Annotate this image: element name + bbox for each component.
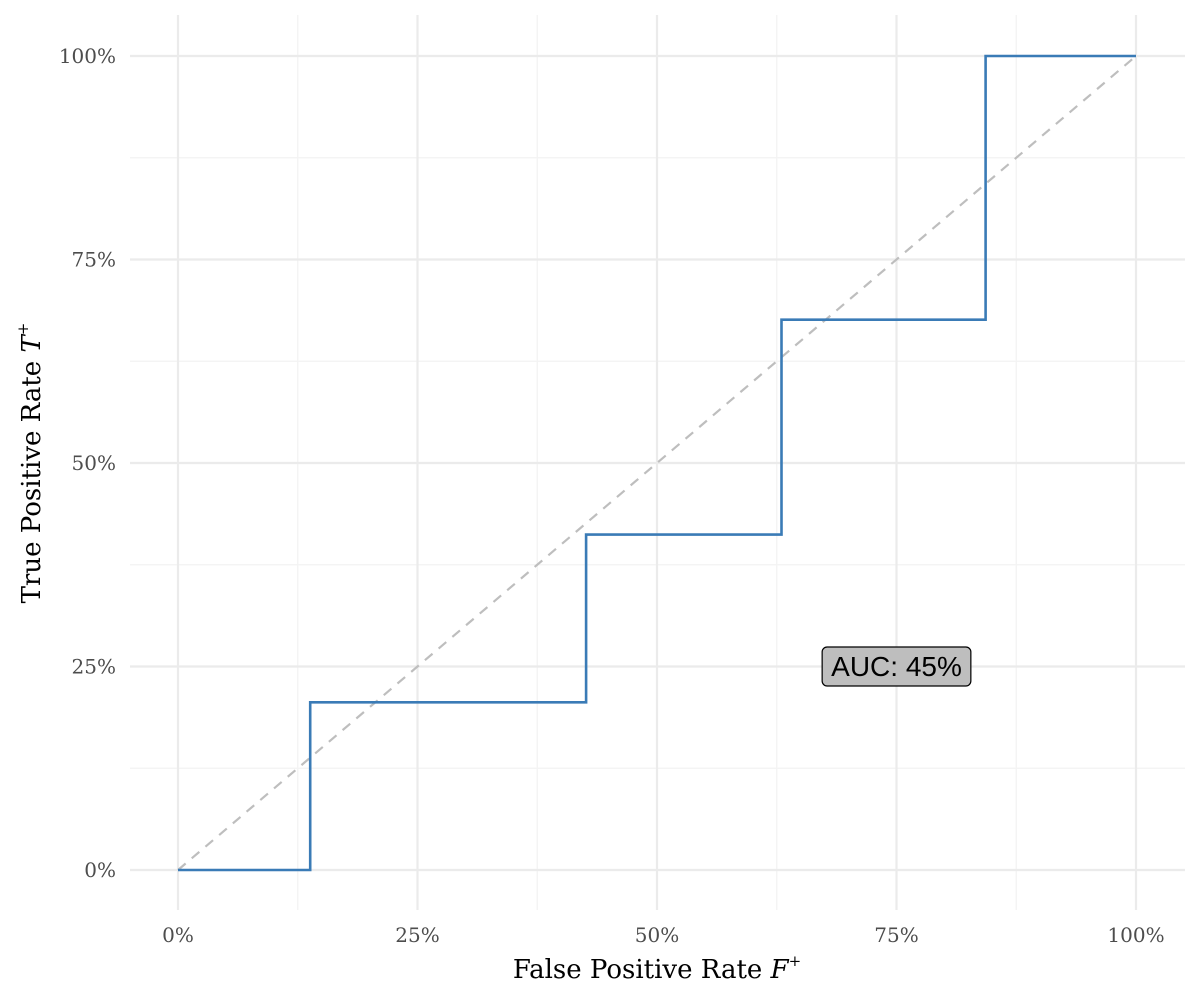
- series-layer: [177, 54, 1137, 872]
- y-tick-label: 50%: [72, 451, 116, 475]
- y-axis-title-sup: +: [14, 323, 32, 336]
- y-tick-label: 0%: [84, 858, 116, 882]
- y-tick-label: 25%: [72, 655, 116, 679]
- y-axis-ticks: 0% 25% 50% 75% 100%: [59, 44, 116, 882]
- y-axis-title-text: True Positive Rate: [17, 353, 47, 604]
- diagonal-reference-line: [177, 55, 1137, 871]
- x-axis-title-text: False Positive Rate: [513, 955, 771, 985]
- major-gridlines: [130, 15, 1185, 910]
- auc-annotation: AUC: 45%: [821, 646, 972, 687]
- x-axis-title: False Positive Rate F+: [513, 952, 801, 985]
- y-axis-title: True Positive Rate T+: [14, 323, 47, 604]
- x-tick-label: 25%: [395, 923, 439, 947]
- x-tick-label: 50%: [635, 923, 679, 947]
- x-axis-ticks: 0% 25% 50% 75% 100%: [162, 923, 1164, 947]
- y-tick-label: 75%: [72, 248, 116, 272]
- x-tick-label: 75%: [874, 923, 918, 947]
- x-axis-title-symbol: F: [770, 955, 790, 985]
- x-tick-label: 0%: [162, 923, 194, 947]
- y-tick-label: 100%: [59, 44, 116, 68]
- y-axis-title-symbol: T: [17, 334, 47, 353]
- x-axis-title-sup: +: [789, 952, 802, 970]
- x-tick-label: 100%: [1107, 923, 1164, 947]
- auc-label-box: [821, 646, 972, 687]
- auc-label: AUC: 45%: [831, 651, 962, 682]
- roc-step-line: [178, 54, 1136, 872]
